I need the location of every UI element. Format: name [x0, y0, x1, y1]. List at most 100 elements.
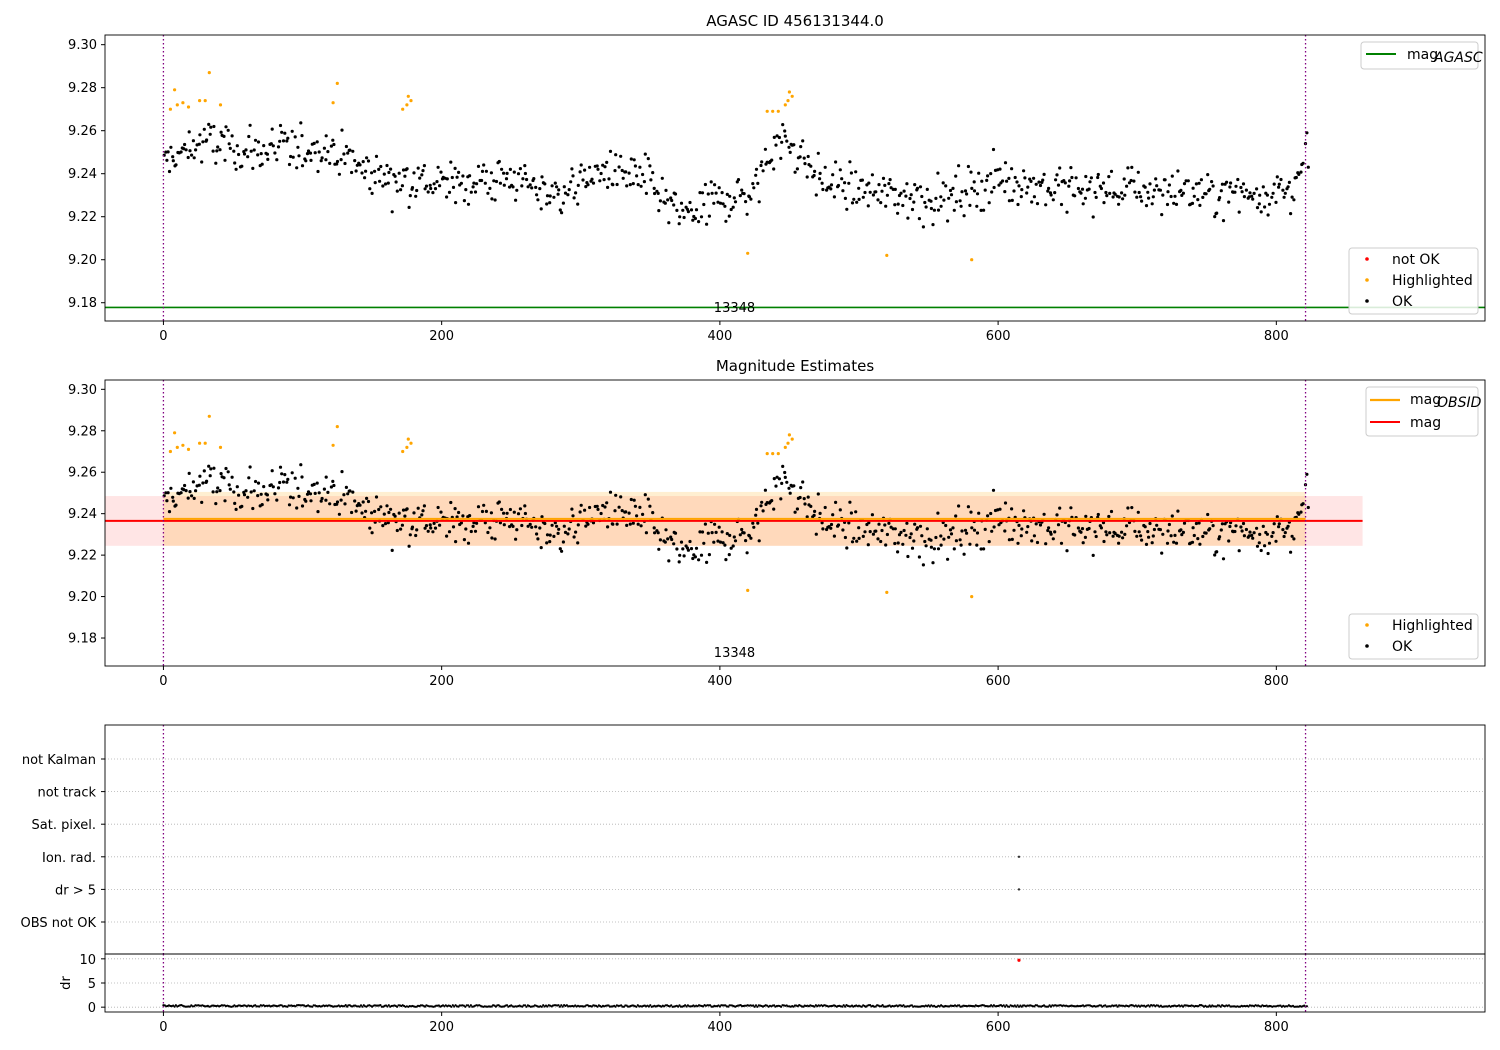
dr-point [1219, 1005, 1222, 1008]
ok-point [717, 525, 721, 529]
ok-point [484, 509, 488, 513]
ok-point [1182, 521, 1187, 525]
ok-point [854, 510, 858, 514]
ok-point [523, 171, 528, 176]
ok-point [781, 123, 785, 127]
highlighted-point [331, 443, 335, 447]
ok-point [1016, 541, 1020, 545]
ok-point [447, 530, 452, 534]
ok-point [906, 554, 910, 559]
ok-point [601, 163, 605, 167]
ok-point [693, 555, 698, 559]
ok-point [1233, 529, 1237, 534]
y-tick-label: 9.28 [68, 424, 97, 439]
ok-point [289, 495, 293, 499]
ok-point [353, 159, 357, 163]
ok-point [975, 543, 979, 547]
ok-point [1152, 188, 1156, 192]
ok-point [360, 511, 364, 515]
ok-point [598, 179, 602, 183]
ok-point [893, 541, 897, 546]
ok-point [781, 464, 785, 468]
ok-point [399, 188, 403, 192]
ok-point [635, 174, 639, 178]
x-tick-label: 400 [707, 1020, 732, 1035]
legend-label-subscript: OBSID [1437, 395, 1482, 411]
legend-label: mag [1410, 392, 1441, 408]
ok-point [1143, 185, 1147, 189]
ok-point [188, 490, 192, 494]
ok-point [1255, 187, 1259, 191]
ok-point [841, 189, 845, 193]
x-tick-label: 400 [707, 329, 732, 344]
ok-point [863, 530, 867, 534]
ok-point [1108, 531, 1112, 535]
ok-point [614, 493, 618, 497]
ok-point [660, 176, 664, 180]
axes-frame [104, 953, 1486, 1013]
ok-point [951, 186, 955, 190]
ok-point [218, 489, 222, 493]
ok-point [1120, 191, 1124, 195]
ok-point [576, 541, 580, 545]
ok-point [523, 511, 528, 516]
ok-point [339, 158, 343, 162]
ok-point [1201, 195, 1205, 199]
ok-point [1165, 202, 1170, 207]
ok-point [410, 186, 415, 190]
ok-point [1199, 178, 1203, 182]
ok-point [1148, 182, 1152, 186]
ok-point [633, 164, 638, 168]
ok-point [1161, 532, 1165, 536]
x-tick-label: 800 [1264, 674, 1289, 689]
ok-point [445, 195, 449, 199]
ok-point [599, 511, 603, 516]
ok-point [681, 208, 685, 212]
ok-point [802, 156, 806, 160]
ok-point [915, 526, 920, 530]
dr-point [1002, 1004, 1005, 1007]
ok-point [960, 190, 964, 194]
ok-point [555, 524, 559, 528]
ok-point [468, 174, 472, 178]
x-tick-label: 200 [429, 1020, 454, 1035]
ok-point [534, 525, 538, 529]
ok-point [906, 216, 910, 220]
ok-point [1266, 551, 1270, 556]
ok-point [812, 513, 816, 518]
ok-point [783, 134, 787, 138]
ok-point [838, 168, 842, 172]
y-tick-label: 9.22 [68, 549, 97, 564]
ok-point [939, 534, 943, 538]
ok-point [416, 506, 420, 510]
ok-point [1227, 200, 1231, 204]
ok-point [611, 522, 615, 526]
ok-point [211, 149, 215, 153]
ok-point [1163, 178, 1167, 182]
ok-point [1250, 194, 1254, 198]
ok-point [638, 165, 642, 169]
ok-point [813, 509, 817, 513]
ok-point [1076, 526, 1080, 530]
ok-point [240, 504, 244, 508]
ok-point [227, 142, 231, 146]
ok-point [1257, 202, 1261, 206]
ok-point [936, 511, 940, 515]
ok-point [603, 165, 607, 169]
ok-point [840, 177, 844, 181]
ok-point [576, 183, 580, 187]
ok-point [788, 150, 792, 154]
ok-point [543, 182, 547, 186]
ok-point [996, 508, 1000, 512]
ok-point [393, 514, 397, 518]
legend-swatch [1365, 257, 1369, 261]
ok-point [1186, 179, 1190, 183]
ok-point [329, 144, 333, 148]
ok-point [716, 200, 720, 204]
ok-point [667, 559, 671, 563]
ok-point [979, 547, 983, 551]
ok-point [1094, 534, 1098, 539]
ok-point [562, 185, 566, 189]
ok-point [897, 533, 902, 537]
